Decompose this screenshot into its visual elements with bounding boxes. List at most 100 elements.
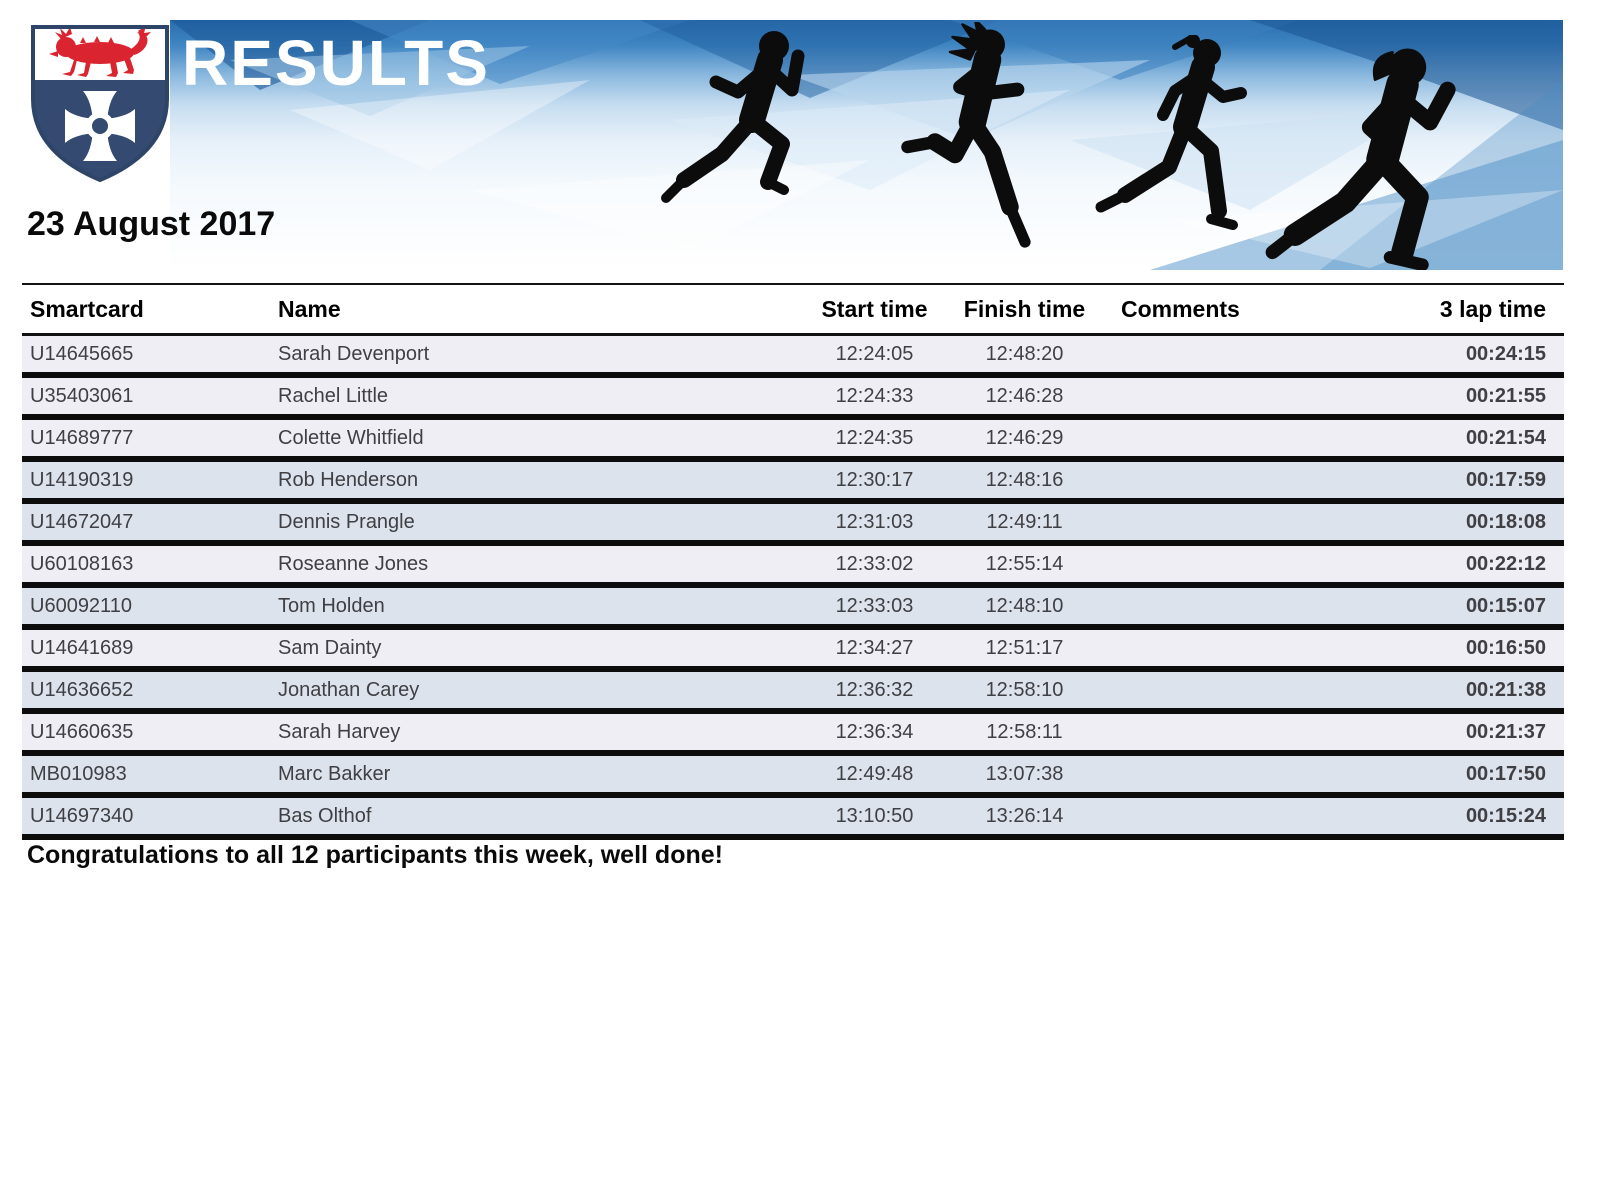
cell-finish-time: 12:49:11 <box>986 510 1063 533</box>
cell-name: Colette Whitfield <box>278 426 424 449</box>
cell-name: Rob Henderson <box>278 468 419 491</box>
cell-start-time: 12:30:17 <box>835 468 914 491</box>
female-runner-ponytail-silhouette-icon <box>1095 35 1247 230</box>
table-row: U14641689 Sam Dainty 12:34:27 12:51:17 0… <box>22 627 1564 669</box>
cell-finish-time: 12:46:29 <box>985 426 1064 449</box>
cell-start-time: 12:24:33 <box>835 384 914 407</box>
cell-lap-time: 00:21:38 <box>1465 678 1546 701</box>
cell-name: Dennis Prangle <box>278 510 415 533</box>
table-row: U14190319 Rob Henderson 12:30:17 12:48:1… <box>22 459 1564 501</box>
cell-start-time: 12:34:27 <box>835 636 914 659</box>
cell-comments <box>1107 795 1282 837</box>
cell-comments <box>1107 711 1282 753</box>
cell-name: Sarah Harvey <box>278 720 401 743</box>
cell-lap-time: 00:16:50 <box>1465 636 1546 659</box>
cell-lap-time: 00:21:37 <box>1465 720 1546 743</box>
results-table: Smartcard Name Start time Finish time Co… <box>22 283 1564 840</box>
cell-lap-time: 00:18:08 <box>1465 510 1546 533</box>
table-row: U60108163 Roseanne Jones 12:33:02 12:55:… <box>22 543 1564 585</box>
table-header-row: Smartcard Name Start time Finish time Co… <box>22 284 1564 336</box>
cell-start-time: 12:49:48 <box>835 762 914 785</box>
cell-smartcard: U14697340 <box>30 804 134 827</box>
cross-icon <box>65 91 135 161</box>
cell-start-time: 12:36:32 <box>835 678 914 701</box>
cell-smartcard: U60092110 <box>30 594 132 617</box>
cell-comments <box>1107 627 1282 669</box>
cell-lap-time: 00:15:07 <box>1465 594 1546 617</box>
cell-lap-time: 00:15:24 <box>1465 804 1546 827</box>
column-header-smartcard: Smartcard <box>22 284 272 336</box>
table-row: U14636652 Jonathan Carey 12:36:32 12:58:… <box>22 669 1564 711</box>
cell-comments <box>1107 543 1282 585</box>
column-header-comments: Comments <box>1107 284 1282 336</box>
cell-comments <box>1107 459 1282 501</box>
page-title: RESULTS <box>182 27 490 99</box>
female-runner-ponytail-large-silhouette-icon <box>1265 48 1456 270</box>
table-row: U35403061 Rachel Little 12:24:33 12:46:2… <box>22 375 1564 417</box>
cell-lap-time: 00:17:50 <box>1465 762 1546 785</box>
table-row: MB010983 Marc Bakker 12:49:48 13:07:38 0… <box>22 753 1564 795</box>
cell-smartcard: U14689777 <box>30 426 134 449</box>
table-row: U60092110 Tom Holden 12:33:03 12:48:10 0… <box>22 585 1564 627</box>
cell-lap-time: 00:22:12 <box>1465 552 1546 575</box>
cell-smartcard: MB010983 <box>30 762 127 785</box>
column-header-finish-time: Finish time <box>942 284 1107 336</box>
cell-lap-time: 00:21:54 <box>1465 426 1546 449</box>
cell-finish-time: 12:55:14 <box>985 552 1064 575</box>
cell-start-time: 12:33:02 <box>835 552 914 575</box>
cell-name: Tom Holden <box>278 594 385 617</box>
cell-start-time: 13:10:50 <box>835 804 914 827</box>
cell-name: Marc Bakker <box>278 762 391 785</box>
table-row: U14689777 Colette Whitfield 12:24:35 12:… <box>22 417 1564 459</box>
cell-smartcard: U14645665 <box>30 342 134 365</box>
cell-smartcard: U14641689 <box>30 636 134 659</box>
cell-name: Sarah Devenport <box>278 342 430 365</box>
column-header-start-time: Start time <box>807 284 942 336</box>
cell-smartcard: U35403061 <box>30 384 134 407</box>
cell-finish-time: 12:46:28 <box>985 384 1064 407</box>
cell-finish-time: 12:58:11 <box>986 720 1063 743</box>
cell-lap-time: 00:17:59 <box>1465 468 1546 491</box>
cell-start-time: 12:24:35 <box>835 426 914 449</box>
column-header-name: Name <box>272 284 807 336</box>
cell-comments <box>1107 335 1282 376</box>
cell-comments <box>1107 753 1282 795</box>
cell-start-time: 12:36:34 <box>835 720 914 743</box>
table-row: U14672047 Dennis Prangle 12:31:03 12:49:… <box>22 501 1564 543</box>
cell-lap-time: 00:24:15 <box>1465 342 1546 365</box>
cell-finish-time: 13:26:14 <box>985 804 1064 827</box>
cell-name: Sam Dainty <box>278 636 382 659</box>
cell-comments <box>1107 669 1282 711</box>
cell-comments <box>1107 417 1282 459</box>
header-banner <box>170 20 1563 270</box>
cell-smartcard: U60108163 <box>30 552 134 575</box>
event-date: 23 August 2017 <box>27 205 276 243</box>
table-row: U14697340 Bas Olthof 13:10:50 13:26:14 0… <box>22 795 1564 837</box>
male-sprinter-silhouette-icon <box>661 31 805 203</box>
cell-name: Roseanne Jones <box>278 552 429 575</box>
results-table-container: Smartcard Name Start time Finish time Co… <box>22 283 1564 840</box>
cell-finish-time: 13:07:38 <box>985 762 1064 785</box>
cell-comments <box>1107 585 1282 627</box>
cell-smartcard: U14660635 <box>30 720 134 743</box>
cell-start-time: 12:24:05 <box>835 342 914 365</box>
cell-start-time: 12:33:03 <box>835 594 914 617</box>
cell-name: Bas Olthof <box>278 804 372 827</box>
cell-finish-time: 12:58:10 <box>985 678 1064 701</box>
cell-comments <box>1107 375 1282 417</box>
cell-comments <box>1107 501 1282 543</box>
cell-smartcard: U14672047 <box>30 510 134 533</box>
cell-finish-time: 12:48:10 <box>985 594 1064 617</box>
table-row: U14645665 Sarah Devenport 12:24:05 12:48… <box>22 334 1564 376</box>
congratulations-message: Congratulations to all 12 participants t… <box>27 841 723 869</box>
cell-smartcard: U14636652 <box>30 678 134 701</box>
cell-smartcard: U14190319 <box>30 468 134 491</box>
column-header-lap-time: 3 lap time <box>1282 284 1564 336</box>
results-table-body: U14645665 Sarah Devenport 12:24:05 12:48… <box>22 334 1564 837</box>
cell-name: Jonathan Carey <box>278 678 420 701</box>
cell-finish-time: 12:51:17 <box>985 636 1064 659</box>
table-row: U14660635 Sarah Harvey 12:36:34 12:58:11… <box>22 711 1564 753</box>
cell-name: Rachel Little <box>278 384 389 407</box>
cell-start-time: 12:31:03 <box>835 510 914 533</box>
